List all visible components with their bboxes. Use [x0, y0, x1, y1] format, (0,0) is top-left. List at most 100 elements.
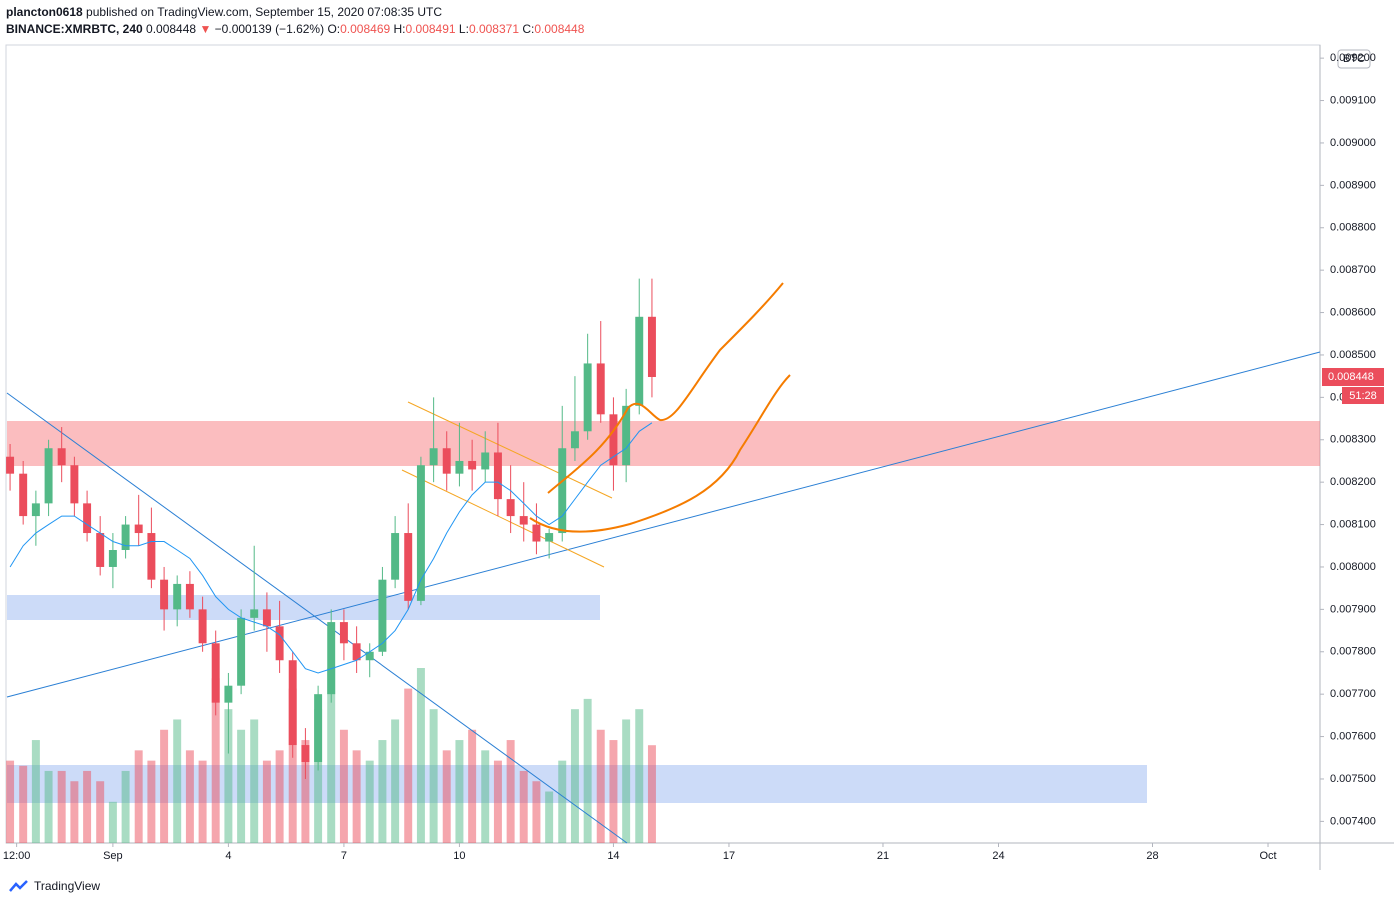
trendline — [6, 392, 628, 844]
c: 0.008448 — [534, 22, 585, 36]
l: 0.008371 — [468, 22, 519, 36]
volume-bar — [83, 770, 92, 843]
volume-bar — [545, 791, 554, 843]
moving-average — [9, 422, 653, 674]
x-tick-label: 14 — [607, 850, 619, 862]
volume-bar — [31, 740, 40, 843]
volume-bar — [635, 709, 644, 843]
candle-body — [558, 448, 567, 534]
candle-body — [404, 533, 413, 601]
volume-bar — [134, 750, 143, 843]
candle-body — [83, 503, 92, 534]
candle-body — [314, 694, 323, 763]
candle-body — [570, 431, 579, 449]
volume-bar — [532, 781, 541, 843]
x-tick-label: Sep — [103, 850, 123, 862]
x-tick-label: 28 — [1146, 850, 1158, 862]
candle-body — [468, 460, 477, 470]
arrow: ▼ — [199, 22, 212, 36]
x-tick-label: Oct — [1259, 850, 1276, 862]
volume-bar — [327, 668, 336, 843]
volume-bar — [365, 760, 374, 843]
volume-bar — [519, 770, 528, 843]
resistance-zone — [7, 421, 1320, 466]
symbol: BINANCE:XMRBTC, 240 — [6, 22, 143, 36]
volume-bar — [275, 750, 284, 843]
projection-curve — [529, 374, 791, 533]
candle-body — [262, 609, 271, 627]
volume-bar — [121, 770, 130, 843]
candle-body — [31, 503, 40, 517]
candle-body — [185, 583, 194, 610]
volume-bar — [237, 729, 246, 843]
candle-body — [622, 405, 631, 466]
h-label: H: — [393, 22, 406, 36]
volume-bar — [70, 781, 79, 843]
volume-bar — [198, 760, 207, 843]
price-layer — [6, 278, 656, 779]
y-tick-label: 0.007900 — [1330, 603, 1376, 615]
candle-body — [519, 516, 528, 525]
y-tick-label: 0.008600 — [1330, 306, 1376, 318]
candle-body — [327, 622, 336, 695]
y-tick-label: 0.007600 — [1330, 730, 1376, 742]
candle-body — [506, 499, 515, 517]
y-tick-label: 0.008000 — [1330, 561, 1376, 573]
candle-body — [198, 609, 207, 644]
candle-body — [493, 452, 502, 500]
candle-body — [429, 448, 438, 466]
candle-body — [545, 533, 554, 542]
volume-bar — [583, 698, 592, 843]
x-tick-label: 21 — [877, 850, 889, 862]
candle-body — [96, 533, 105, 567]
last-price: 0.008448 — [1328, 371, 1374, 383]
flag-line — [407, 401, 613, 499]
candle-body — [211, 643, 220, 703]
volume-bar — [262, 760, 271, 843]
header-line-1: plancton0618 published on TradingView.co… — [6, 4, 584, 21]
candle-body — [134, 524, 143, 534]
brand: TradingView — [34, 879, 101, 893]
h: 0.008491 — [405, 22, 456, 36]
volume-bar — [6, 760, 15, 843]
o: 0.008469 — [340, 22, 391, 36]
candle-body — [532, 524, 541, 542]
y-tick-label: 0.007500 — [1330, 773, 1376, 785]
y-tick-label: 0.009200 — [1330, 52, 1376, 64]
countdown: 51:28 — [1349, 390, 1377, 402]
volume-bar — [493, 760, 502, 843]
volume-bar — [211, 678, 220, 843]
footer: TradingView — [8, 879, 100, 893]
candle-body — [596, 363, 605, 415]
volume-bar — [429, 709, 438, 843]
currency: BTC — [1343, 53, 1365, 65]
candle-body — [70, 465, 79, 504]
y-tick-label: 0.008700 — [1330, 264, 1376, 276]
volume-bar — [250, 719, 259, 843]
candle-body — [647, 316, 656, 378]
projection-curve — [547, 282, 784, 494]
candle-body — [442, 448, 451, 474]
candle-body — [352, 643, 361, 661]
volume-bar — [352, 750, 361, 843]
candle-body — [173, 583, 182, 610]
volume-bar — [647, 745, 656, 843]
candle-body — [275, 626, 284, 661]
published: published on TradingView.com, September … — [86, 5, 443, 19]
chart: BTC 0.007400 0.007500 0.007600 0.007700 0.00… — [3, 44, 1394, 870]
x-tick-label: 4 — [225, 850, 231, 862]
x-tick-label: 24 — [992, 850, 1004, 862]
candle-body — [455, 460, 464, 474]
candle-body — [250, 609, 259, 618]
candle-body — [288, 660, 297, 746]
trendline — [6, 351, 1321, 698]
x-tick-label: 12:00 — [3, 850, 31, 862]
last: 0.008448 — [146, 22, 197, 36]
y-tick-label: 0.008800 — [1330, 222, 1376, 234]
header: plancton0618 published on TradingView.co… — [6, 4, 584, 38]
currency-badge[interactable] — [1337, 49, 1371, 69]
x-tick-label: 7 — [341, 850, 347, 862]
flag-line — [401, 469, 605, 568]
y-tick-label: 0.007800 — [1330, 646, 1376, 658]
